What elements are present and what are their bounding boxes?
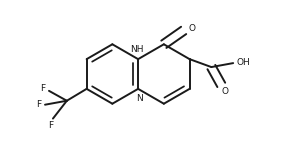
Text: O: O [188, 24, 195, 33]
Text: O: O [222, 87, 229, 96]
Text: F: F [40, 84, 46, 93]
Text: F: F [37, 100, 42, 109]
Text: F: F [48, 121, 53, 130]
Text: N: N [136, 94, 143, 103]
Text: NH: NH [130, 45, 144, 54]
Text: OH: OH [236, 58, 250, 67]
